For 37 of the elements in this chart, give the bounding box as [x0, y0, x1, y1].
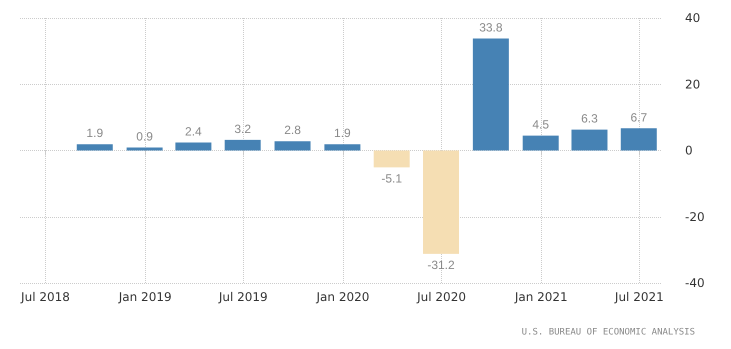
y-tick-label: 40 [685, 11, 700, 25]
bar [175, 142, 212, 150]
data-label: 1.9 [334, 126, 352, 140]
y-tick-label: -40 [685, 276, 705, 290]
data-label: 2.8 [284, 123, 302, 138]
bar [571, 130, 608, 150]
data-label: -31.2 [427, 258, 456, 272]
bar [423, 150, 460, 254]
text: U.S. BUREAU OF ECONOMIC ANALYSIS [522, 328, 695, 338]
bar [126, 148, 163, 150]
data-label: 0.9 [136, 130, 154, 144]
x-tick-label: Jul 2021 [614, 290, 664, 304]
data-label: 6.3 [581, 112, 598, 126]
x-tick-label: Jan 2021 [514, 290, 568, 304]
bar [324, 144, 360, 150]
x-tick-label: Jul 2018 [20, 290, 70, 304]
x-tick-label: Jan 2020 [316, 290, 370, 304]
bar [472, 38, 509, 150]
x-tick-label: Jul 2019 [218, 290, 268, 304]
bar [224, 140, 261, 150]
bar [76, 144, 113, 150]
data-label: 6.7 [630, 110, 648, 124]
x-tick-label: Jan 2019 [118, 290, 172, 304]
data-label: 2.4 [185, 124, 202, 139]
y-tick-label: -20 [685, 210, 705, 224]
x-tick-label: Jul 2020 [416, 290, 466, 304]
bar [274, 141, 311, 150]
y-tick-label: 0 [685, 144, 693, 158]
bar [374, 150, 410, 168]
data-label: 4.5 [532, 118, 550, 132]
bar [620, 128, 657, 150]
data-label: 1.9 [86, 126, 104, 140]
data-label: -5.1 [381, 171, 402, 186]
bar [522, 136, 559, 150]
data-label: 33.8 [479, 20, 503, 35]
data-label: 3.2 [234, 122, 252, 136]
y-tick-label: 20 [685, 77, 700, 92]
